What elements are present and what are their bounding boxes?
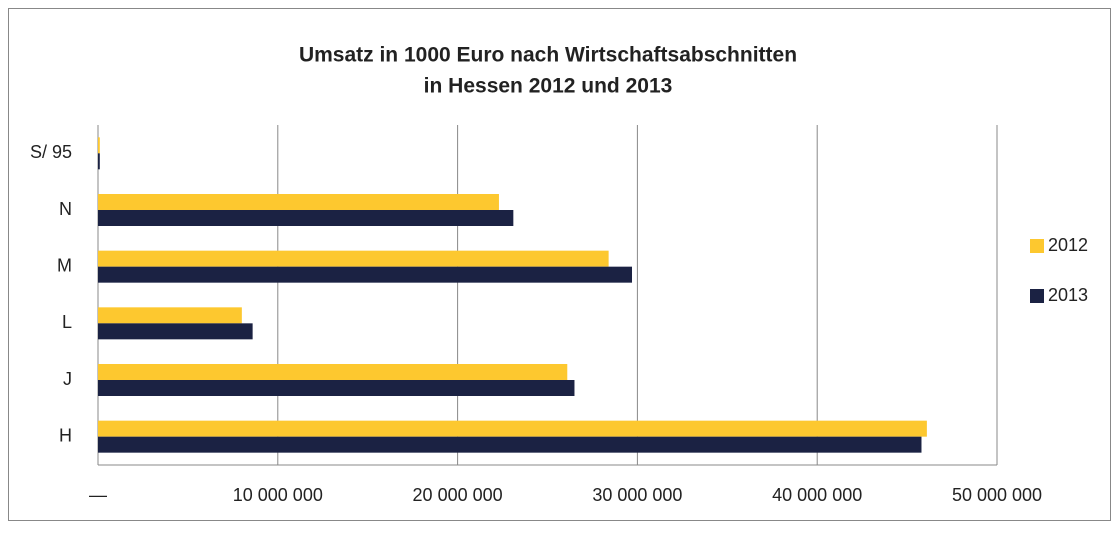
bar: [98, 323, 253, 340]
chart-title: in Hessen 2012 und 2013: [424, 75, 673, 98]
x-tick-label: 30 000 000: [592, 485, 682, 505]
x-tick-label: 10 000 000: [233, 485, 323, 505]
x-tick-label: 50 000 000: [952, 485, 1042, 505]
legend-swatch: [1030, 239, 1044, 253]
y-tick-label: N: [59, 199, 72, 219]
bar: [98, 420, 927, 437]
legend-swatch: [1030, 289, 1044, 303]
bar: [98, 153, 100, 170]
y-tick-label: M: [57, 255, 72, 275]
x-tick-label: 20 000 000: [413, 485, 503, 505]
bar: [98, 210, 514, 226]
y-tick-label: J: [63, 369, 72, 389]
y-tick-label: S/ 95: [30, 142, 72, 162]
bar: [98, 194, 499, 210]
chart-title: Umsatz in 1000 Euro nach Wirtschaftsabsc…: [299, 44, 797, 67]
legend-label: 2013: [1048, 285, 1088, 305]
bar: [98, 380, 575, 396]
bar: [98, 436, 922, 453]
bar: [98, 307, 242, 324]
bar: [98, 266, 633, 283]
bar: [98, 250, 609, 267]
legend-label: 2012: [1048, 235, 1088, 255]
x-tick-label: 40 000 000: [772, 485, 862, 505]
y-tick-label: L: [62, 312, 72, 332]
y-tick-label: H: [59, 425, 72, 445]
bar: [98, 137, 100, 154]
x-tick-label: —: [89, 485, 107, 505]
bar: [98, 364, 568, 380]
